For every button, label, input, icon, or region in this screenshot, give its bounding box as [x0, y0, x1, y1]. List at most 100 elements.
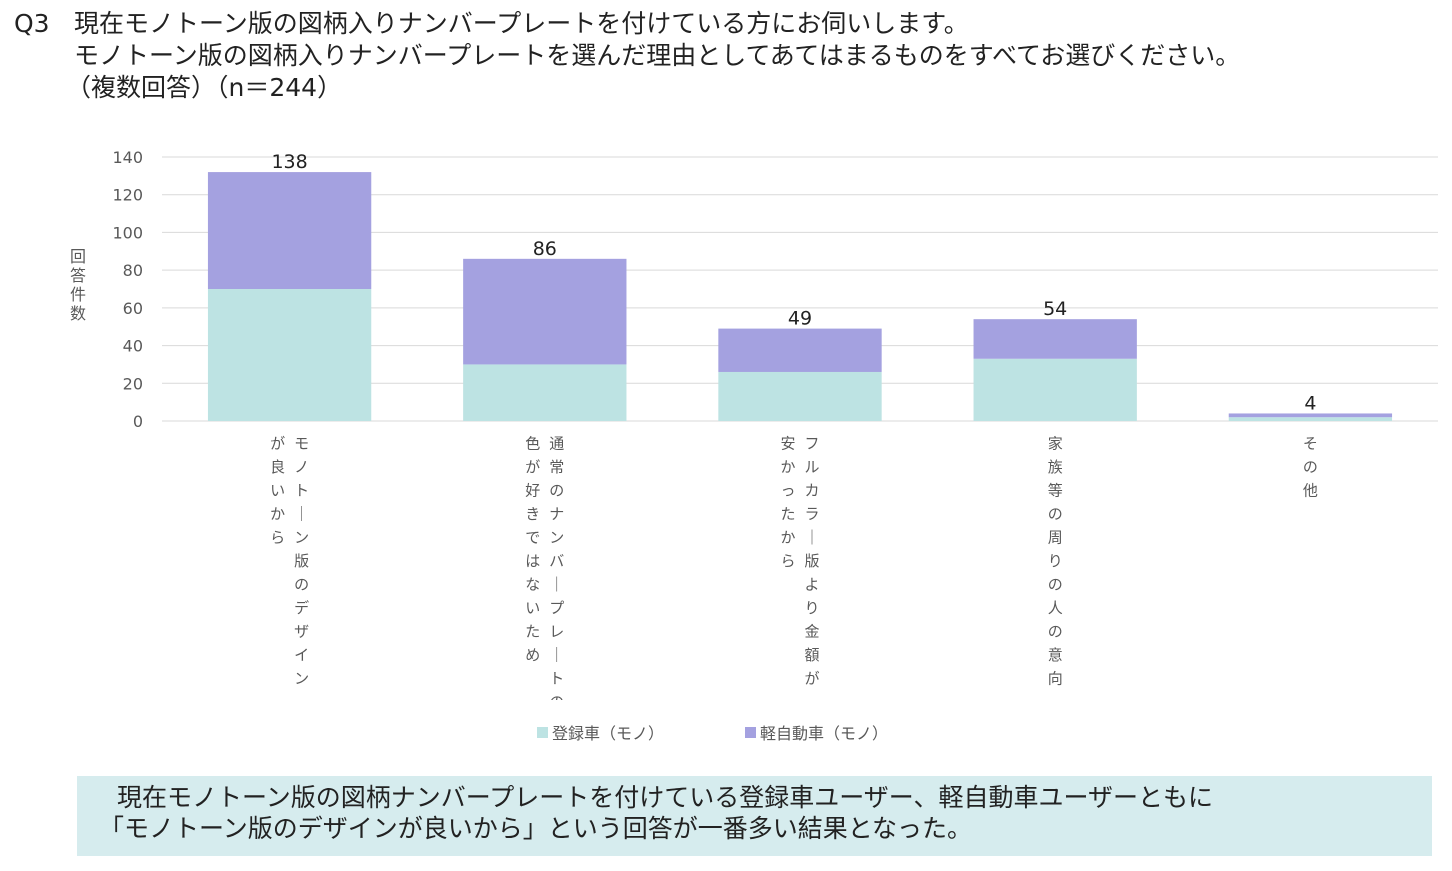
category-label-char: が	[270, 435, 285, 453]
legend-label: 軽自動車（モノ）	[760, 724, 889, 743]
category-label-char: り	[1048, 552, 1063, 570]
bar-segment-kei	[1228, 413, 1393, 418]
category-label-char: ノ	[294, 458, 309, 476]
category-label-char: ｜	[549, 646, 564, 664]
legend-item: 軽自動車（モノ）	[745, 720, 888, 744]
category-label-char: 額	[804, 646, 819, 664]
category-label-char: ｜	[804, 529, 819, 547]
y-tick-label: 100	[112, 223, 143, 242]
category-label-char: 金	[804, 623, 819, 641]
category-label-char: め	[525, 646, 540, 664]
category-label-char: プ	[549, 599, 564, 617]
bar-segment-kei	[207, 172, 372, 289]
y-axis-title-char: 件	[69, 285, 86, 304]
category-label-char: た	[780, 505, 795, 523]
category-label-char: モ	[294, 435, 309, 453]
category-label-char: そ	[1303, 435, 1318, 453]
category-label-char: ｜	[549, 576, 564, 594]
category-label-char: バ	[549, 552, 564, 570]
category-label-char: 常	[549, 458, 564, 476]
category-label-char: 意	[1048, 646, 1063, 664]
category-label-char: の	[1048, 623, 1063, 641]
category-label-char: で	[525, 529, 540, 547]
answer-note: （複数回答）（n＝244）	[66, 73, 343, 102]
category-label-char: っ	[780, 482, 795, 500]
category-label-char: の	[1048, 576, 1063, 594]
category-label-char: よ	[804, 576, 819, 594]
category-label-char: か	[780, 529, 795, 547]
category-label-char: ト	[549, 670, 564, 688]
category-label-char: ラ	[804, 505, 819, 523]
category-label-char: イ	[294, 646, 309, 664]
category-label-char: の	[1048, 505, 1063, 523]
question-line-1: 現在モノトーン版の図柄入りナンバープレートを付けている方にお伺いします。	[74, 9, 969, 38]
y-axis-title-char: 答	[69, 266, 86, 285]
question-header: Q3 現在モノトーン版の図柄入りナンバープレートを付けている方にお伺いします。 …	[14, 8, 1240, 104]
summary-line-2: 「モノトーン版のデザインが良いから」という回答が一番多い結果となった。	[99, 814, 973, 843]
category-label-char: 版	[294, 552, 309, 570]
category-label-char: な	[525, 576, 540, 594]
category-label-char: た	[525, 623, 540, 641]
category-label-char: 安	[780, 435, 795, 453]
y-tick-label: 80	[123, 261, 143, 280]
category-label-char: ト	[294, 482, 309, 500]
category-label-char: ザ	[294, 623, 309, 641]
category-label-char: い	[525, 599, 540, 617]
category-label-char: デ	[294, 599, 309, 617]
category-label-char: が	[525, 458, 540, 476]
legend-swatch	[537, 726, 548, 738]
category-label-char: り	[804, 599, 819, 617]
category-label-char: が	[804, 670, 819, 688]
y-tick-label: 20	[123, 374, 143, 393]
bar-segment-kei	[718, 328, 882, 372]
bar-segment-kei	[973, 319, 1137, 359]
total-data-label: 54	[1043, 298, 1067, 320]
category-label-char: の	[549, 693, 564, 700]
category-label-char: 等	[1048, 482, 1063, 500]
total-data-label: 4	[1304, 392, 1316, 414]
summary-box: 現在モノトーン版の図柄ナンバープレートを付けている登録車ユーザー、軽自動車ユーザ…	[77, 776, 1432, 856]
bar-segment-registered	[718, 371, 882, 421]
bar-segment-registered	[1228, 417, 1393, 421]
category-label-char: ル	[804, 458, 819, 476]
category-label-char: カ	[804, 482, 819, 500]
y-tick-label: 0	[133, 412, 143, 431]
question-number: Q3	[14, 9, 50, 38]
bar-segment-registered	[463, 364, 627, 421]
category-label-char: ｜	[294, 505, 309, 523]
bar-segment-registered	[973, 358, 1137, 421]
legend-label: 登録車（モノ）	[552, 724, 665, 743]
category-label-char: 通	[549, 435, 564, 453]
category-label-char: 周	[1048, 529, 1063, 547]
category-label-char: 良	[270, 458, 285, 476]
category-label-char: は	[525, 552, 540, 570]
bar-segment-kei	[463, 258, 627, 365]
y-tick-label: 40	[123, 337, 143, 356]
category-label-char: か	[780, 458, 795, 476]
y-axis-title-char: 数	[69, 304, 86, 323]
category-label-char: ン	[549, 529, 564, 547]
category-label-char: 他	[1303, 482, 1318, 500]
category-label-char: 家	[1048, 435, 1063, 453]
category-label-char: フ	[804, 435, 819, 453]
legend-swatch	[745, 726, 756, 738]
y-tick-label: 60	[123, 299, 143, 318]
y-axis-title: 回答件数	[66, 247, 90, 323]
category-label-char: レ	[549, 623, 564, 641]
y-tick-label: 120	[112, 186, 143, 205]
category-label-char: ら	[270, 529, 285, 547]
chart-legend: 登録車（モノ） 軽自動車（モノ）	[0, 720, 1452, 744]
total-data-label: 138	[271, 151, 307, 173]
summary-line-1: 現在モノトーン版の図柄ナンバープレートを付けている登録車ユーザー、軽自動車ユーザ…	[117, 783, 1214, 812]
y-tick-label: 140	[112, 148, 143, 167]
total-data-label: 49	[788, 308, 812, 330]
category-label-char: の	[549, 482, 564, 500]
category-label-char: 版	[804, 552, 819, 570]
question-line-2: モノトーン版の図柄入りナンバープレートを選んだ理由としてあてはまるものをすべてお…	[74, 41, 1241, 70]
category-label-char: の	[1303, 458, 1318, 476]
category-label-char: ン	[294, 529, 309, 547]
category-label-char: ン	[294, 670, 309, 688]
legend-item: 登録車（モノ）	[537, 720, 664, 744]
category-label-char: い	[270, 482, 285, 500]
category-label-char: ら	[780, 552, 795, 570]
